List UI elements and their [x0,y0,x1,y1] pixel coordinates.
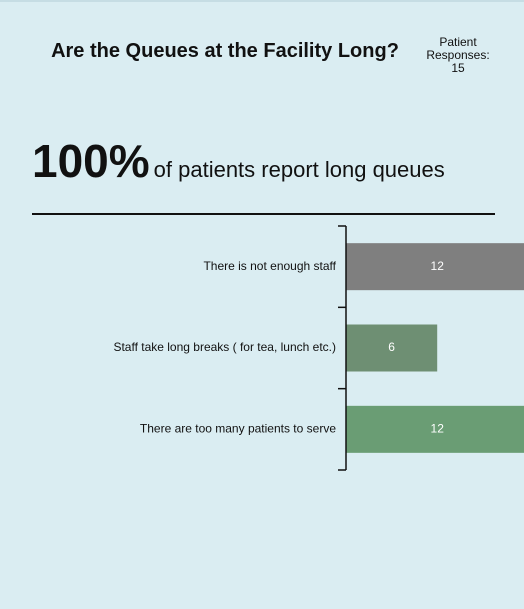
category-label: There are too many patients to serve [140,422,336,436]
headline-text: of patients report long queues [153,157,445,182]
responses-count: 15 [451,61,465,75]
responses-label: Patient Responses: [426,35,490,62]
category-label: There is not enough staff [203,259,336,273]
bar [346,405,524,453]
responses: Patient Responses: 15 [410,36,506,75]
headline-value: 100% [32,135,150,187]
category-label: Staff take long breaks ( for tea, lunch … [113,340,336,354]
bar [346,324,438,372]
headline: 100% of patients report long queues [32,134,445,188]
divider [32,213,495,215]
value-label: 6 [388,340,395,354]
bar [346,243,524,291]
title: Are the Queues at the Facility Long? [51,40,399,62]
value-label: 12 [431,422,445,436]
value-label: 12 [431,259,445,273]
